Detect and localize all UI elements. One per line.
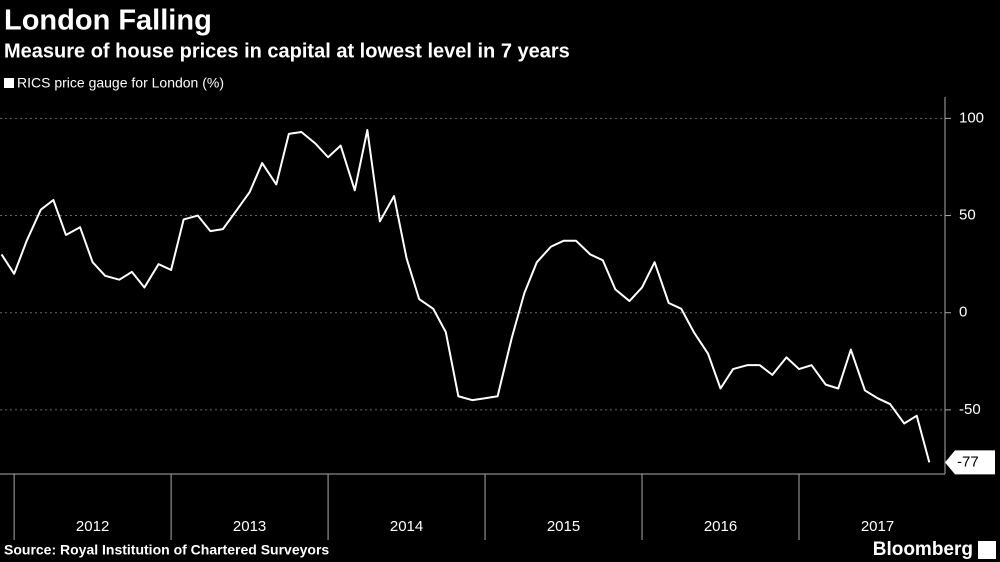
y-tick-label: 50 bbox=[959, 207, 976, 224]
source: Source: Royal Institution of Chartered S… bbox=[4, 542, 329, 558]
legend-label: RICS price gauge for London (%) bbox=[17, 75, 224, 91]
x-tick-label: 2016 bbox=[704, 518, 737, 535]
value-label: -77 bbox=[957, 453, 979, 470]
chart-title: London Falling bbox=[4, 5, 212, 37]
line bbox=[0, 129, 931, 463]
x-tick-label: 2014 bbox=[390, 518, 423, 535]
x-tick-label: 2015 bbox=[547, 518, 580, 535]
y-tick-label: 0 bbox=[959, 304, 967, 321]
brand: Bloomberg bbox=[873, 539, 973, 560]
x-tick-label: 2012 bbox=[76, 518, 109, 535]
y-tick-label: -50 bbox=[959, 401, 981, 418]
chart-subtitle: Measure of house prices in capital at lo… bbox=[4, 40, 570, 62]
value-callout bbox=[945, 450, 995, 475]
brand-icon bbox=[978, 541, 996, 559]
x-tick-label: 2013 bbox=[233, 518, 266, 535]
y-tick-label: 100 bbox=[959, 109, 984, 126]
x-tick-label: 2017 bbox=[861, 518, 894, 535]
legend-swatch bbox=[4, 78, 14, 88]
